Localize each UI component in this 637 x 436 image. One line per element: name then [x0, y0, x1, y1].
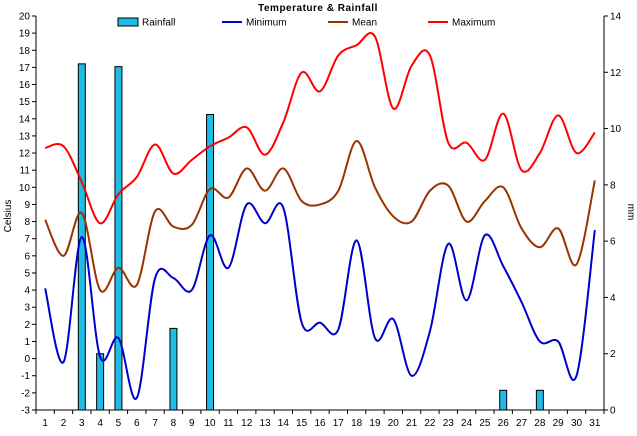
- x-tick-label: 25: [479, 418, 491, 429]
- x-tick-label: 11: [223, 418, 234, 429]
- series-line-mean: [44, 140, 596, 293]
- x-tick-label: 4: [97, 418, 103, 429]
- legend-label-mean: Mean: [352, 18, 377, 29]
- x-tick-label: 6: [134, 418, 140, 429]
- y-tick-label: 15: [19, 97, 31, 108]
- y-axis-label: Celsius: [3, 200, 14, 233]
- y2-tick-label: 14: [610, 12, 622, 23]
- rainfall-bar: [535, 389, 544, 411]
- y-tick-label: 8: [24, 217, 30, 228]
- y-tick-label: 16: [19, 80, 31, 91]
- y-tick-label: 9: [24, 200, 30, 211]
- y-tick-label: -2: [21, 388, 30, 399]
- y-tick-label: 11: [20, 166, 31, 177]
- rainfall-bar: [206, 114, 215, 411]
- y2-tick-label: 2: [610, 349, 616, 360]
- x-tick-label: 7: [152, 418, 158, 429]
- x-tick-label: 31: [589, 418, 601, 429]
- x-tick-label: 17: [333, 418, 345, 429]
- x-tick-label: 23: [443, 418, 455, 429]
- legend-label-maximum: Maximum: [452, 18, 495, 29]
- rainfall-bar: [96, 353, 105, 411]
- x-tick-label: 8: [171, 418, 177, 429]
- y-tick-label: 20: [19, 12, 31, 23]
- x-tick-label: 22: [424, 418, 436, 429]
- x-axis: 1 2 3 4 5 6 7 8 9 10 11 12 13 14 15 16 17 18 19 20 21 22 23 24 2…: [35, 409, 605, 429]
- x-tick-label: 20: [388, 418, 400, 429]
- y2-tick-label: 10: [610, 124, 622, 135]
- y-axis-right: 0 2 4 6 8 10 12 14: [603, 12, 622, 417]
- series-lines: [44, 31, 596, 400]
- y-tick-label: 1: [24, 337, 30, 348]
- x-tick-label: 30: [571, 418, 583, 429]
- y-tick-label: 19: [19, 29, 31, 40]
- y-tick-label: 18: [19, 46, 31, 57]
- legend-label-rainfall: Rainfall: [142, 18, 175, 29]
- x-tick-label: 15: [296, 418, 308, 429]
- x-tick-label: 14: [278, 418, 290, 429]
- x-tick-label: 1: [42, 418, 48, 429]
- x-tick-label: 12: [241, 418, 253, 429]
- y-tick-label: 0: [24, 354, 30, 365]
- y2-tick-label: 0: [610, 406, 616, 417]
- legend: Rainfall Minimum Mean Maximum: [117, 17, 495, 29]
- x-tick-label: 9: [189, 418, 195, 429]
- x-tick-label: 19: [369, 418, 381, 429]
- x-tick-label: 2: [61, 418, 67, 429]
- x-tick-label: 27: [516, 418, 528, 429]
- y-tick-label: 2: [24, 320, 30, 331]
- x-tick-label: 28: [534, 418, 546, 429]
- x-tick-label: 18: [351, 418, 363, 429]
- y2-axis-label: mm: [625, 204, 636, 221]
- series-line-maximum: [44, 31, 596, 225]
- y-tick-label: 3: [24, 303, 30, 314]
- y2-tick-label: 6: [610, 237, 616, 248]
- y-tick-label: -1: [21, 371, 30, 382]
- rainfall-bar: [169, 327, 178, 411]
- legend-label-minimum: Minimum: [246, 18, 287, 29]
- x-tick-label: 16: [314, 418, 326, 429]
- rainfall-bar: [499, 389, 508, 411]
- x-tick-label: 10: [205, 418, 217, 429]
- x-tick-label: 29: [553, 418, 565, 429]
- y-tick-label: 17: [19, 63, 31, 74]
- y-tick-label: 4: [24, 286, 30, 297]
- y2-tick-label: 8: [610, 180, 616, 191]
- x-tick-label: 24: [461, 418, 473, 429]
- y-tick-label: 13: [19, 131, 31, 142]
- x-tick-label: 13: [259, 418, 271, 429]
- y2-tick-label: 4: [610, 293, 616, 304]
- chart-title: Temperature & Rainfall: [258, 3, 378, 14]
- y-tick-label: 5: [24, 268, 30, 279]
- y-tick-label: 7: [24, 234, 30, 245]
- x-tick-label: 26: [498, 418, 510, 429]
- legend-swatch-rainfall: [117, 17, 139, 27]
- series-line-minimum: [44, 202, 596, 400]
- y2-tick-label: 12: [610, 68, 622, 79]
- y-tick-label: 14: [19, 114, 31, 125]
- x-tick-label: 5: [116, 418, 122, 429]
- x-tick-label: 3: [79, 418, 85, 429]
- y-tick-label: 12: [19, 149, 31, 160]
- x-tick-label: 21: [406, 418, 418, 429]
- rainfall-bar: [114, 66, 123, 411]
- y-tick-label: -3: [21, 406, 30, 417]
- y-tick-label: 6: [24, 251, 30, 262]
- y-tick-label: 10: [19, 183, 31, 194]
